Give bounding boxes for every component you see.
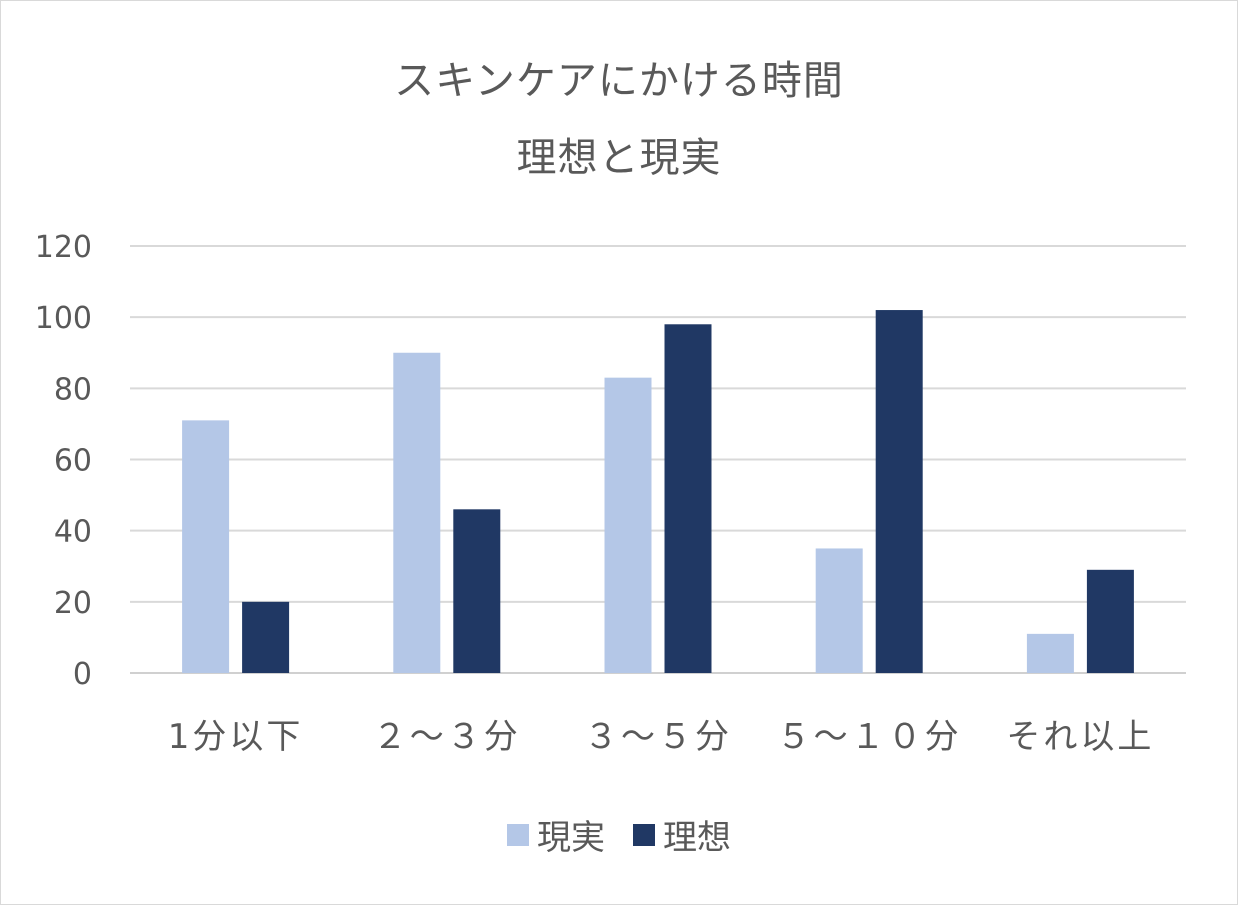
y-tick-label: 0 bbox=[73, 657, 92, 692]
x-tick-label: それ以上 bbox=[1006, 717, 1154, 757]
x-tick-label: 1分以下 bbox=[168, 717, 304, 757]
y-tick-label: 100 bbox=[35, 301, 92, 336]
bar-actual-2 bbox=[604, 377, 652, 673]
y-axis-ticks: 0 20 40 60 80 100 120 bbox=[35, 230, 92, 692]
y-tick-label: 40 bbox=[54, 515, 92, 550]
bar-ideal-3 bbox=[875, 310, 923, 673]
bar-actual-4 bbox=[1026, 633, 1074, 673]
bar-ideal-0 bbox=[242, 601, 290, 673]
bar-ideal-2 bbox=[664, 324, 712, 673]
bars bbox=[182, 310, 1134, 673]
gridlines bbox=[130, 245, 1186, 674]
x-tick-label: ３～５分 bbox=[584, 717, 732, 757]
legend-label-actual: 現実 bbox=[537, 818, 605, 858]
bar-actual-0 bbox=[182, 420, 230, 673]
bar-ideal-4 bbox=[1086, 569, 1134, 673]
bar-actual-1 bbox=[393, 352, 441, 673]
chart-title: スキンケアにかける時間 bbox=[394, 58, 844, 104]
legend-item-actual: 現実 bbox=[507, 810, 605, 859]
y-tick-label: 60 bbox=[54, 444, 92, 479]
bar-ideal-1 bbox=[453, 509, 501, 673]
x-tick-label: ５～１０分 bbox=[777, 717, 962, 757]
y-tick-label: 80 bbox=[54, 372, 92, 407]
x-axis-ticks: 1分以下 ２～３分 ３～５分 ５～１０分 それ以上 bbox=[168, 717, 1154, 757]
x-tick-label: ２～３分 bbox=[373, 717, 521, 757]
y-tick-label: 120 bbox=[35, 230, 92, 265]
y-tick-label: 20 bbox=[54, 586, 92, 621]
legend-label-ideal: 理想 bbox=[663, 818, 731, 858]
legend-swatch-actual bbox=[507, 823, 529, 846]
legend-swatch-ideal bbox=[633, 823, 655, 846]
legend: 現実 理想 bbox=[0, 810, 1238, 859]
chart-subtitle: 理想と現実 bbox=[516, 135, 722, 181]
legend-item-ideal: 理想 bbox=[633, 810, 731, 859]
bar-actual-3 bbox=[815, 548, 863, 673]
